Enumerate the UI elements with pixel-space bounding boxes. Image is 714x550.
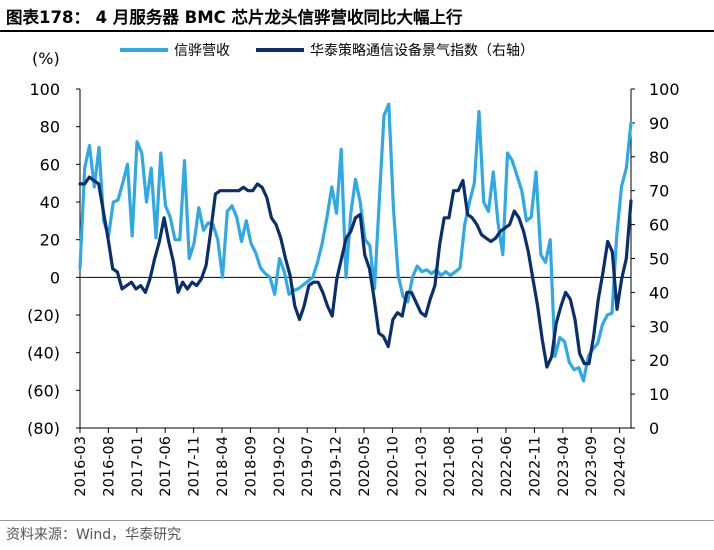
x-tick-label: 2020-10: [385, 436, 401, 497]
legend-swatch-revenue: [120, 48, 168, 52]
left-tick-label: 0: [50, 268, 60, 287]
legend: 信骅营收 华泰策略通信设备景气指数（右轴）: [120, 40, 560, 60]
x-axis-ticks: 2016-03 2016-08 2017-01 2017-06 2017-11 2018-…: [73, 428, 629, 497]
x-tick-label: 2022-06: [499, 436, 515, 497]
left-tick-label: 100: [29, 80, 60, 99]
right-tick-label: 0: [649, 419, 659, 438]
legend-swatch-index: [256, 48, 304, 52]
title-rule: [0, 30, 714, 32]
x-tick-label: 2023-04: [556, 436, 572, 497]
x-tick-label: 2017-06: [158, 436, 174, 497]
legend-item-index: 华泰策略通信设备景气指数（右轴）: [256, 40, 534, 60]
left-tick-label: 40: [40, 193, 60, 212]
right-tick-label: 40: [649, 283, 669, 302]
left-tick-label: (20): [27, 306, 60, 325]
left-tick-label: 60: [40, 155, 60, 174]
left-tick-label: 20: [40, 231, 60, 250]
x-tick-label: 2020-05: [357, 436, 373, 497]
right-tick-label: 20: [649, 351, 669, 370]
left-tick-label: (60): [27, 381, 60, 400]
x-tick-label: 2017-01: [130, 436, 146, 497]
x-tick-label: 2023-09: [584, 436, 600, 497]
left-axis-ticks: 100 80 60 40 20 0 (20) (40) (60) (80): [27, 80, 80, 438]
x-tick-label: 2022-01: [471, 436, 487, 497]
right-tick-label: 60: [649, 216, 669, 235]
x-tick-label: 2019-02: [272, 436, 288, 497]
axes: [79, 89, 632, 429]
x-tick-label: 2022-11: [527, 436, 543, 497]
legend-label-revenue: 信骅营收: [174, 43, 230, 59]
x-tick-label: 2018-09: [243, 436, 259, 497]
right-tick-label: 100: [649, 80, 680, 99]
x-tick-label: 2024-02: [613, 436, 629, 497]
left-unit-label: (%): [32, 49, 60, 68]
x-tick-label: 2021-08: [442, 436, 458, 497]
left-tick-label: (80): [27, 419, 60, 438]
x-tick-label: 2021-03: [414, 436, 430, 497]
x-tick-label: 2017-11: [187, 436, 203, 497]
x-tick-label: 2016-03: [73, 436, 89, 497]
series-line-revenue: [78, 102, 633, 383]
left-tick-label: 80: [40, 118, 60, 137]
source-note: 资料来源：Wind，华泰研究: [6, 527, 182, 543]
series-lines: [78, 102, 633, 383]
x-tick-label: 2018-04: [215, 436, 231, 497]
right-tick-label: 90: [649, 114, 669, 133]
right-tick-label: 30: [649, 317, 669, 336]
legend-item-revenue: 信骅营收: [120, 40, 230, 60]
left-tick-label: (40): [27, 344, 60, 363]
series-line-index: [78, 175, 633, 369]
right-tick-label: 80: [649, 148, 669, 167]
legend-label-index: 华泰策略通信设备景气指数（右轴）: [310, 43, 534, 59]
source-rule: [0, 520, 714, 521]
x-tick-label: 2016-08: [101, 436, 117, 497]
x-tick-label: 2019-12: [329, 436, 345, 497]
right-tick-label: 10: [649, 385, 669, 404]
right-tick-label: 70: [649, 182, 669, 201]
right-tick-label: 50: [649, 250, 669, 269]
x-tick-label: 2019-07: [300, 436, 316, 497]
chart-title: 图表178： 4 月服务器 BMC 芯片龙头信骅营收同比大幅上行: [6, 8, 463, 27]
